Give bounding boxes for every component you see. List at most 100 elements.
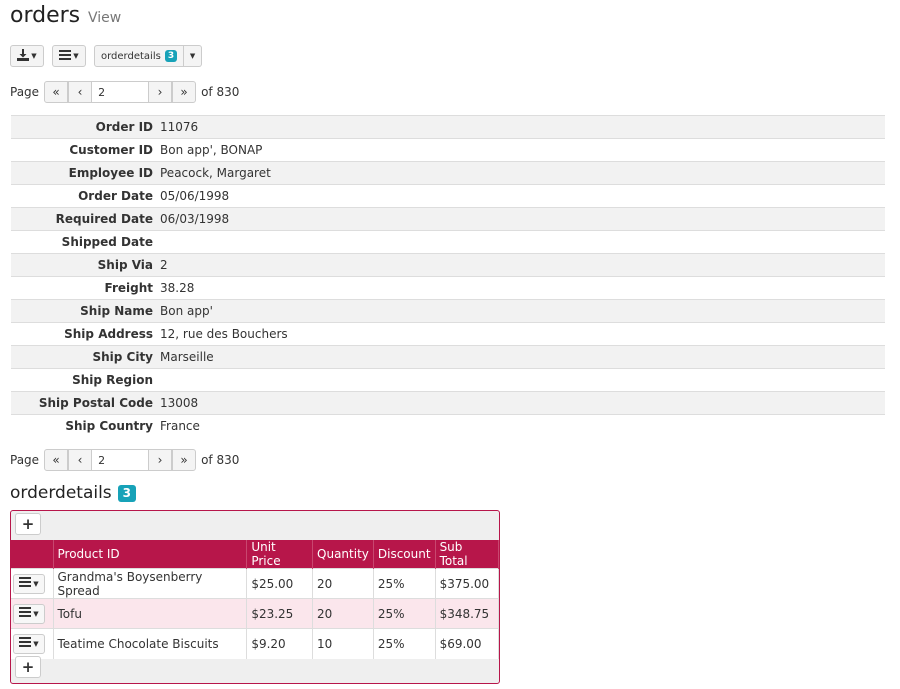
table-cell: 25% (373, 568, 436, 599)
chevron-down-icon: ▼ (33, 609, 39, 618)
table-cell: $348.75 (435, 598, 499, 629)
field-value: 05/06/1998 (153, 184, 885, 208)
next-page-button[interactable]: › (148, 449, 173, 471)
first-page-button[interactable]: « (44, 81, 69, 103)
field-value: Marseille (153, 345, 885, 369)
field-value: Bon app' (153, 299, 885, 323)
page-count: of 830 (201, 85, 240, 99)
chevron-down-icon: ▼ (189, 52, 196, 60)
table-cell: $23.25 (246, 598, 314, 629)
field-value: 2 (153, 253, 885, 277)
double-chevron-left-icon: « (52, 85, 60, 99)
field-label: Order ID (11, 115, 153, 139)
field-value: France (153, 414, 885, 438)
column-header[interactable]: Quantity (312, 540, 374, 569)
column-header[interactable]: Sub Total (435, 540, 499, 569)
field-value: 11076 (153, 115, 885, 139)
field-row: Ship Name Bon app' (11, 299, 885, 323)
hamburger-icon (19, 577, 32, 590)
row-actions-button[interactable]: ▼ (13, 603, 45, 624)
page-title-text: orders (10, 3, 81, 28)
field-label: Ship Postal Code (11, 391, 153, 415)
table-cell: 20 (312, 568, 374, 599)
orderdetails-count-badge: 3 (117, 484, 137, 502)
field-label: Freight (11, 276, 153, 300)
add-row-button[interactable]: + (15, 513, 41, 535)
field-label: Ship Via (11, 253, 153, 277)
chevron-left-icon: ‹ (77, 85, 83, 99)
row-options-cell: ▼ (11, 598, 54, 629)
last-page-button[interactable]: » (172, 449, 197, 471)
detail-dropdown-toggle[interactable]: ▼ (184, 45, 203, 67)
field-label: Employee ID (11, 161, 153, 185)
field-value: 13008 (153, 391, 885, 415)
row-options-cell: ▼ (11, 568, 54, 599)
table-cell: 25% (373, 598, 436, 629)
field-row: Customer ID Bon app', BONAP (11, 138, 885, 162)
column-header[interactable]: Product ID (53, 540, 248, 569)
table-cell: $375.00 (435, 568, 499, 599)
page-number-input[interactable] (92, 81, 149, 103)
page-count: of 830 (201, 453, 240, 467)
field-value: Bon app', BONAP (153, 138, 885, 162)
field-label: Ship Region (11, 368, 153, 392)
column-header[interactable]: Unit Price (246, 540, 314, 569)
double-chevron-right-icon: » (180, 85, 188, 99)
plus-icon: + (21, 515, 35, 533)
field-row: Required Date 06/03/1998 (11, 207, 885, 231)
field-label: Order Date (11, 184, 153, 208)
options-column-header (11, 540, 54, 569)
pager-bottom: Page « ‹ › » of 830 (10, 449, 239, 471)
chevron-down-icon: ▼ (33, 579, 39, 588)
table-row: ▼ Grandma's Boysenberry Spread $25.00 20 25%… (11, 568, 499, 599)
table-cell: 25% (373, 628, 436, 659)
pager-label: Page (10, 453, 40, 467)
row-actions-button[interactable]: ▼ (13, 633, 45, 654)
field-value (153, 368, 885, 392)
pager-top: Page « ‹ › » of 830 (10, 81, 239, 103)
table-row: ▼ Teatime Chocolate Biscuits $9.20 10 25% $69… (11, 628, 499, 659)
plus-icon: + (21, 658, 35, 676)
prev-page-button[interactable]: ‹ (68, 81, 93, 103)
chevron-left-icon: ‹ (77, 453, 83, 467)
field-row: Order ID 11076 (11, 115, 885, 139)
field-row: Ship Region (11, 368, 885, 392)
field-label: Required Date (11, 207, 153, 231)
table-cell: 20 (312, 598, 374, 629)
record-fields: Order ID 11076 Customer ID Bon app', BONAP E… (11, 115, 885, 438)
field-row: Freight 38.28 (11, 276, 885, 300)
export-button[interactable]: ▼ (10, 45, 44, 67)
field-label: Shipped Date (11, 230, 153, 254)
orderdetails-table: Product ID Unit Price Quantity Discount Sub … (11, 540, 499, 659)
orderdetails-button[interactable]: orderdetails 3 (94, 45, 185, 67)
double-chevron-right-icon: » (180, 453, 188, 467)
table-cell: $69.00 (435, 628, 499, 659)
field-value (153, 230, 885, 254)
field-row: Ship Country France (11, 414, 885, 438)
field-row: Ship City Marseille (11, 345, 885, 369)
field-row: Ship Postal Code 13008 (11, 391, 885, 415)
row-actions-button[interactable]: ▼ (13, 573, 45, 594)
chevron-down-icon: ▼ (33, 639, 39, 648)
field-value: Peacock, Margaret (153, 161, 885, 185)
chevron-right-icon: › (157, 85, 163, 99)
table-cell: Tofu (53, 598, 248, 629)
prev-page-button[interactable]: ‹ (68, 449, 93, 471)
next-page-button[interactable]: › (148, 81, 173, 103)
field-row: Employee ID Peacock, Margaret (11, 161, 885, 185)
column-header[interactable]: Discount (373, 540, 436, 569)
actions-menu-button[interactable]: ▼ (52, 45, 86, 67)
last-page-button[interactable]: » (172, 81, 197, 103)
table-cell: Teatime Chocolate Biscuits (53, 628, 248, 659)
field-row: Shipped Date (11, 230, 885, 254)
table-cell: 10 (312, 628, 374, 659)
first-page-button[interactable]: « (44, 449, 69, 471)
table-cell: $9.20 (246, 628, 314, 659)
field-label: Ship Name (11, 299, 153, 323)
add-row-button-bottom[interactable]: + (15, 656, 41, 678)
toolbar: ▼ ▼ orderdetails 3 ▼ (10, 45, 203, 67)
orderdetails-grid: + Product ID Unit Price Quantity Discount Su… (10, 510, 500, 684)
page-number-input[interactable] (92, 449, 149, 471)
table-cell: $25.00 (246, 568, 314, 599)
chevron-down-icon: ▼ (31, 52, 37, 60)
